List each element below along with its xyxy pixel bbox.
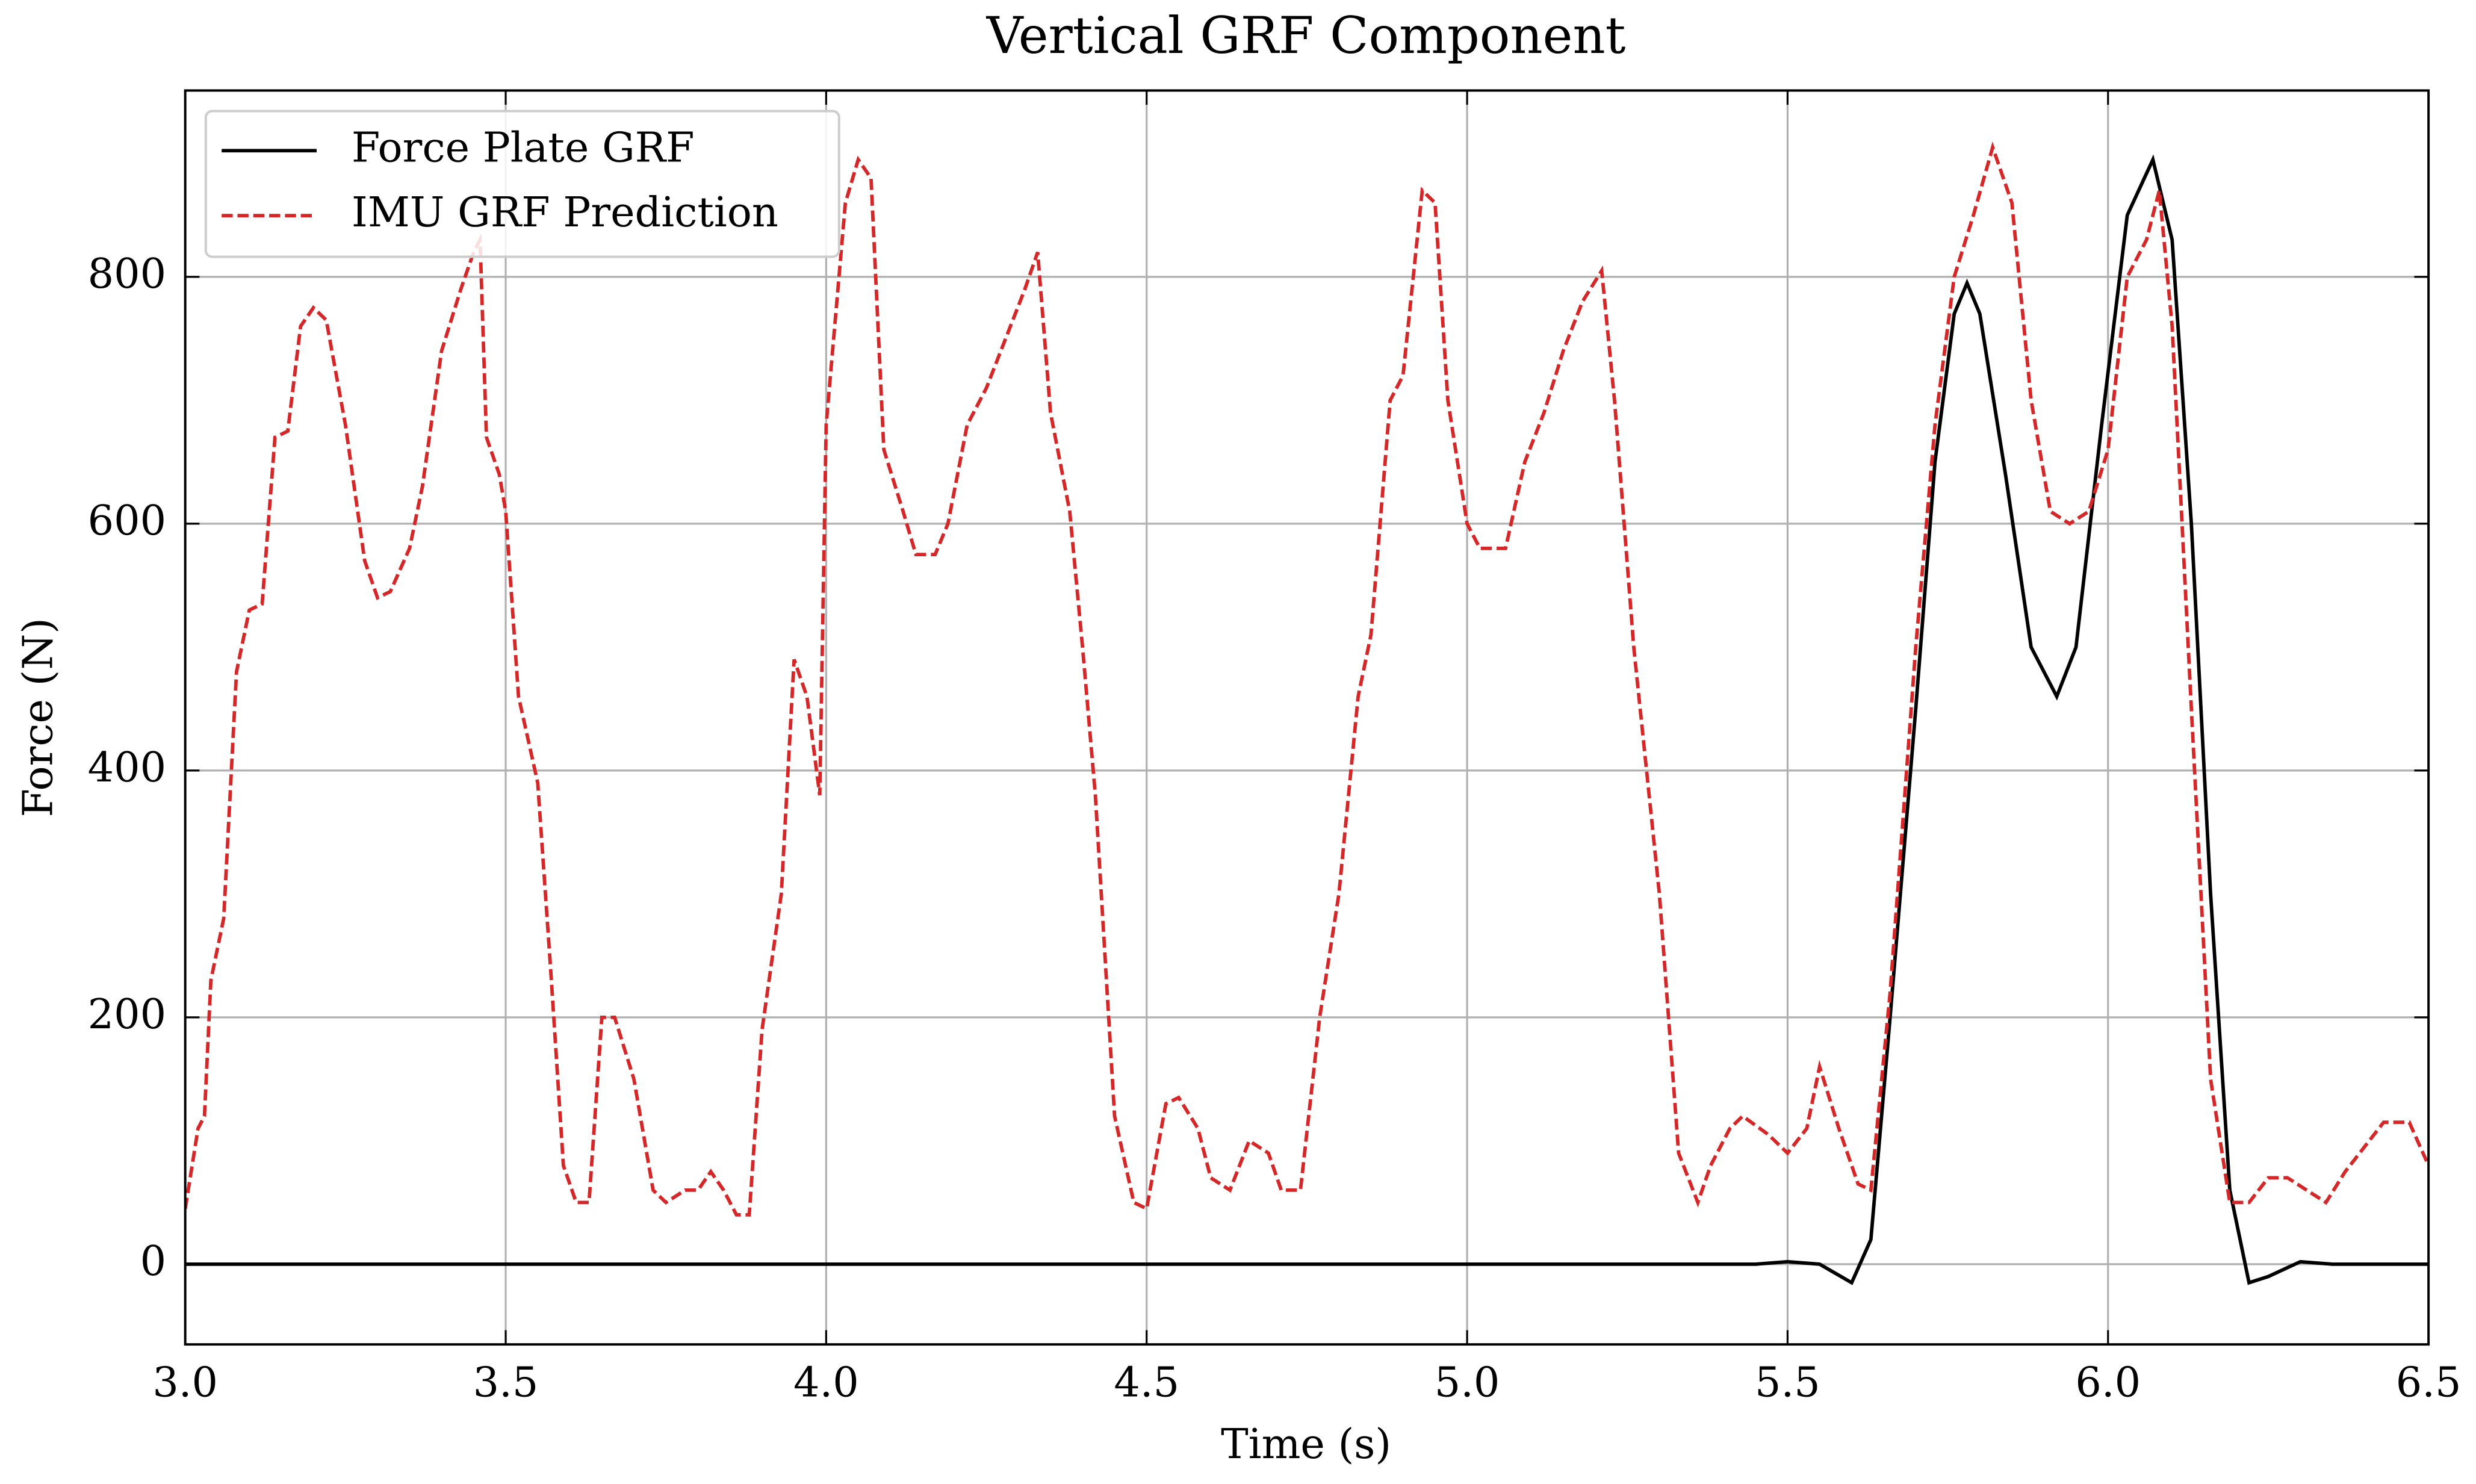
y-tick-label: 600 (88, 497, 166, 545)
x-tick-label: 4.5 (1114, 1359, 1179, 1407)
y-axis-label: Force (N) (14, 618, 62, 817)
y-tick-label: 200 (88, 991, 166, 1038)
legend-label: IMU GRF Prediction (352, 189, 778, 237)
plot-frame (184, 89, 2430, 1346)
x-axis-label: Time (s) (1221, 1421, 1391, 1468)
legend-box (204, 110, 840, 258)
x-tick-label: 5.5 (1755, 1359, 1820, 1407)
x-tick-label: 6.5 (2396, 1359, 2462, 1407)
data-line (185, 154, 2429, 1285)
x-tick-label: 5.0 (1435, 1359, 1500, 1407)
data-line (185, 141, 2429, 1217)
y-tick-label: 800 (88, 250, 166, 298)
x-tick-label: 3.0 (152, 1359, 218, 1407)
x-tick-label: 6.0 (2075, 1359, 2141, 1407)
y-tick-label: 400 (88, 744, 166, 792)
legend-label: Force Plate GRF (352, 124, 695, 172)
x-tick-label: 4.0 (793, 1359, 859, 1407)
chart-title: Vertical GRF Component (986, 6, 1626, 65)
y-tick-label: 0 (140, 1238, 167, 1285)
x-tick-label: 3.5 (473, 1359, 539, 1407)
